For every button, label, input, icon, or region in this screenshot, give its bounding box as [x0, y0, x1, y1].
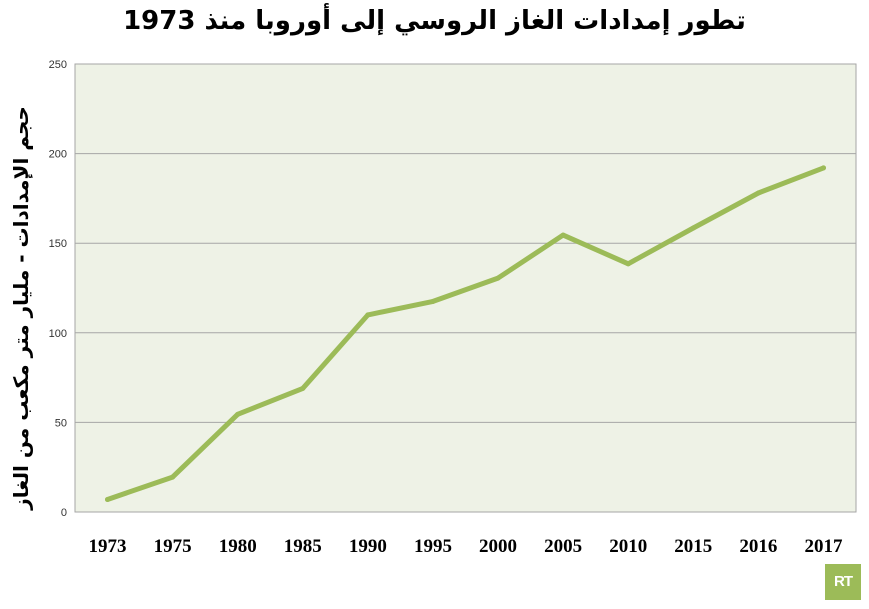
data-point: [170, 474, 176, 480]
x-tick-label: 1990: [349, 536, 387, 557]
data-point: [365, 312, 371, 318]
x-tick-label: 1995: [414, 536, 452, 557]
data-point: [235, 411, 241, 417]
y-tick-label: 250: [49, 59, 67, 71]
x-tick-label: 1985: [284, 536, 322, 557]
data-point: [755, 190, 761, 196]
data-point: [105, 496, 111, 502]
x-tick-label: 2015: [674, 536, 712, 557]
x-axis-ticks: 1973 1975 1980 1985 1990 1995 2000 2005 2010 2015…: [89, 536, 843, 557]
y-tick-label: 100: [49, 328, 67, 340]
rt-logo: RT: [825, 564, 861, 600]
x-tick-label: 1973: [89, 536, 127, 557]
y-tick-label: 200: [49, 149, 67, 161]
x-tick-label: 2016: [739, 536, 777, 557]
y-tick-label: 0: [61, 507, 67, 519]
x-tick-label: 2005: [544, 536, 582, 557]
x-tick-label: 2010: [609, 536, 647, 557]
data-point: [625, 261, 631, 267]
y-tick-label: 50: [55, 417, 67, 429]
y-axis-label: حجم الإمدادات - مليار متر مكعب من الغاز: [9, 106, 33, 511]
data-point: [820, 165, 826, 171]
data-point: [560, 232, 566, 238]
series-line: [105, 165, 826, 502]
data-point: [690, 225, 696, 231]
x-tick-label: 2000: [479, 536, 517, 557]
data-point: [495, 275, 501, 281]
chart-title: تطور إمدادات الغاز الروسي إلى أوروبا منذ…: [123, 6, 746, 36]
data-point: [430, 298, 436, 304]
y-axis-ticks: 0 50 100 150 200 250: [49, 59, 67, 519]
series-layer: [105, 165, 826, 502]
y-tick-label: 150: [49, 238, 67, 250]
x-tick-label: 1980: [219, 536, 257, 557]
x-tick-label: 1975: [154, 536, 192, 557]
gridlines: [75, 153, 856, 423]
data-point: [300, 385, 306, 391]
x-tick-label: 2017: [804, 536, 843, 557]
